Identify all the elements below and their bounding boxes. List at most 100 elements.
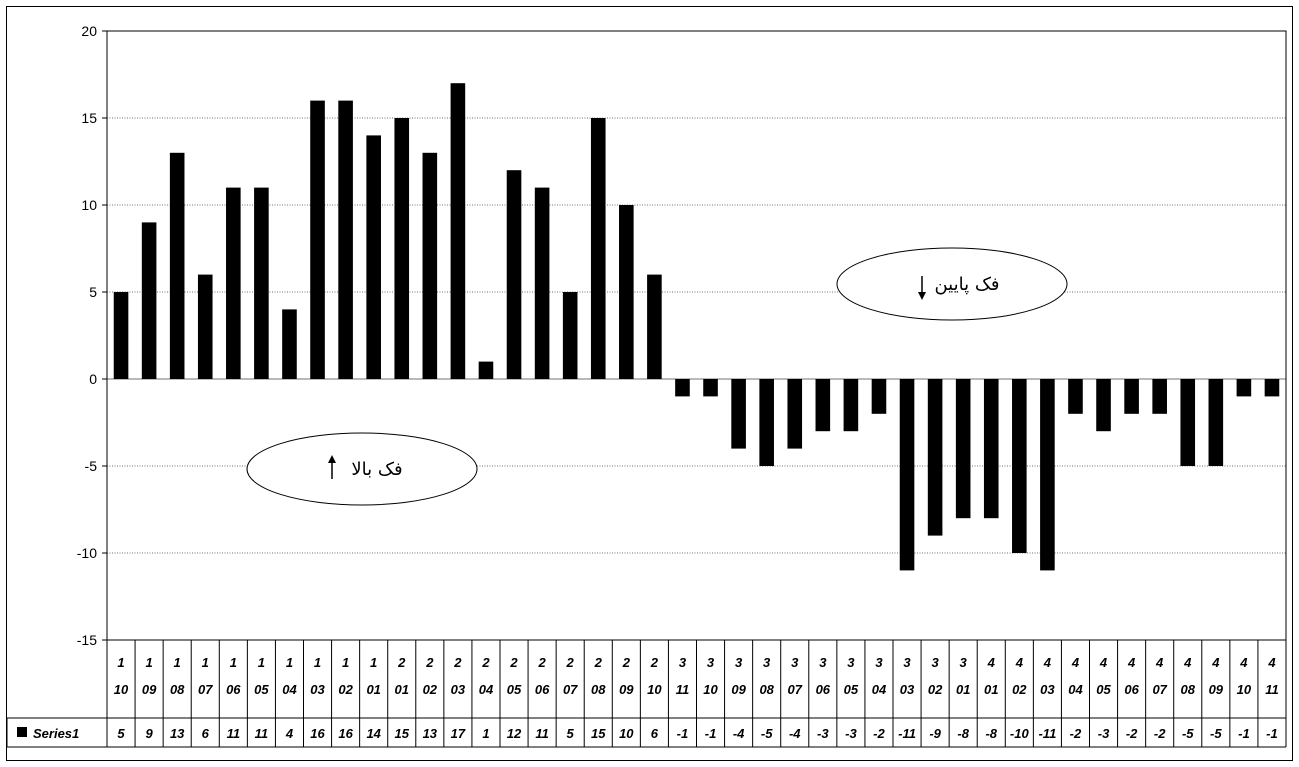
bar: [927, 379, 943, 536]
x-tick-label-line1: 3: [763, 655, 771, 670]
x-tick-label-line1: 3: [847, 655, 855, 670]
x-tick-label-line2: 11: [676, 682, 690, 697]
bar: [983, 379, 999, 519]
data-table-value: 11: [227, 726, 241, 741]
x-tick-label-line2: 05: [254, 682, 269, 697]
x-tick-label-line2: 08: [170, 682, 185, 697]
x-tick-label-line1: 1: [370, 655, 377, 670]
data-table-value: 6: [202, 726, 210, 741]
x-tick-label-line2: 07: [198, 682, 213, 697]
x-tick-label-line2: 10: [647, 682, 662, 697]
data-table-value: -3: [1098, 726, 1110, 741]
x-tick-label-line2: 01: [366, 682, 380, 697]
x-tick-label-line1: 1: [202, 655, 209, 670]
data-table-value: -1: [1238, 726, 1250, 741]
y-tick-label: 0: [89, 371, 97, 387]
bar: [731, 379, 746, 449]
x-tick-label-line2: 11: [1265, 682, 1279, 697]
bar: [310, 100, 325, 379]
bars: [113, 83, 1280, 571]
data-table-value: -9: [929, 726, 941, 741]
data-table-value: 1: [482, 726, 489, 741]
arrow-up-icon: [328, 455, 336, 463]
data-table-value: 16: [310, 726, 325, 741]
data-table-value: -8: [957, 726, 969, 741]
x-tick-label-line2: 08: [759, 682, 774, 697]
x-tick-label-line1: 4: [987, 655, 996, 670]
x-tick-label-line2: 07: [788, 682, 803, 697]
x-tick-label-line1: 4: [1015, 655, 1024, 670]
data-table: 1105109910813107610611105111044103161021…: [7, 640, 1287, 748]
bar: [955, 379, 971, 519]
annotation-text: فک بالا: [351, 459, 402, 480]
data-table-value: 5: [567, 726, 575, 741]
y-tick-label: -15: [77, 632, 97, 648]
x-tick-label-line1: 1: [342, 655, 349, 670]
x-tick-label-line2: 09: [142, 682, 157, 697]
annotation-ellipse: [246, 432, 478, 506]
x-tick-label-line2: 01: [984, 682, 998, 697]
x-tick-label-line1: 4: [1239, 655, 1248, 670]
bar: [1040, 379, 1055, 571]
x-tick-label-line1: 1: [230, 655, 237, 670]
data-table-value: 11: [255, 726, 269, 741]
bar: [703, 379, 718, 397]
data-table-value: -1: [677, 726, 689, 741]
x-tick-label-line2: 02: [338, 682, 353, 697]
x-tick-label-line1: 4: [1127, 655, 1136, 670]
arrow-down-icon: [918, 292, 926, 300]
x-tick-label-line1: 4: [1043, 655, 1052, 670]
x-tick-label-line2: 06: [1124, 682, 1139, 697]
bar: [1152, 379, 1167, 414]
data-table-value: 5: [117, 726, 125, 741]
y-tick-label: 20: [81, 23, 97, 39]
x-tick-label-line2: 01: [956, 682, 970, 697]
data-table-value: -2: [1070, 726, 1082, 741]
data-table-value: -5: [1182, 726, 1194, 741]
x-tick-label-line1: 3: [735, 655, 743, 670]
x-tick-label-line1: 4: [1267, 655, 1276, 670]
x-tick-label-line2: 02: [928, 682, 943, 697]
x-tick-label-line2: 01: [395, 682, 409, 697]
bar: [450, 83, 466, 379]
x-tick-label-line1: 3: [791, 655, 799, 670]
y-tick-label: 15: [81, 110, 97, 126]
data-table-value: 17: [451, 726, 466, 741]
x-tick-label-line1: 1: [286, 655, 293, 670]
x-tick-label-line2: 03: [1040, 682, 1055, 697]
x-tick-label-line1: 2: [509, 655, 518, 670]
y-tick-label: 5: [89, 284, 97, 300]
x-tick-label-line2: 02: [1012, 682, 1027, 697]
bar: [197, 274, 213, 379]
data-table-value: -4: [789, 726, 801, 741]
x-tick-label-line2: 04: [479, 682, 494, 697]
x-tick-label-line1: 4: [1155, 655, 1164, 670]
x-tick-label-line1: 2: [650, 655, 659, 670]
x-tick-label-line2: 03: [310, 682, 325, 697]
x-tick-label-line1: 3: [707, 655, 715, 670]
data-table-value: 15: [395, 726, 410, 741]
data-table-value: 6: [651, 726, 659, 741]
bar: [534, 187, 550, 379]
y-tick-label: -5: [85, 458, 98, 474]
bar: [506, 170, 522, 379]
bar: [871, 379, 887, 414]
y-tick-label: -10: [77, 545, 97, 561]
data-table-value: -2: [873, 726, 885, 741]
chart-frame: -15 -10 -5 0 5 10 15 20 1 10 5 1 09 9 1 08 13 1 07 6 1 06 11 1…: [6, 6, 1293, 761]
bar: [254, 187, 269, 379]
x-tick-label-line2: 07: [1152, 682, 1167, 697]
bar: [366, 135, 381, 379]
bar: [1236, 379, 1252, 397]
x-tick-label-line2: 09: [1209, 682, 1224, 697]
y-tick-label: 10: [81, 197, 97, 213]
x-tick-label-line1: 4: [1071, 655, 1080, 670]
x-tick-label-line2: 05: [1096, 682, 1111, 697]
legend-series-name: Series1: [33, 726, 79, 741]
data-table-value: -8: [985, 726, 997, 741]
data-table-value: 11: [535, 726, 549, 741]
x-tick-label-line1: 2: [594, 655, 603, 670]
x-tick-label-line2: 08: [1181, 682, 1196, 697]
bar: [1208, 379, 1224, 466]
x-tick-label-line1: 4: [1099, 655, 1108, 670]
